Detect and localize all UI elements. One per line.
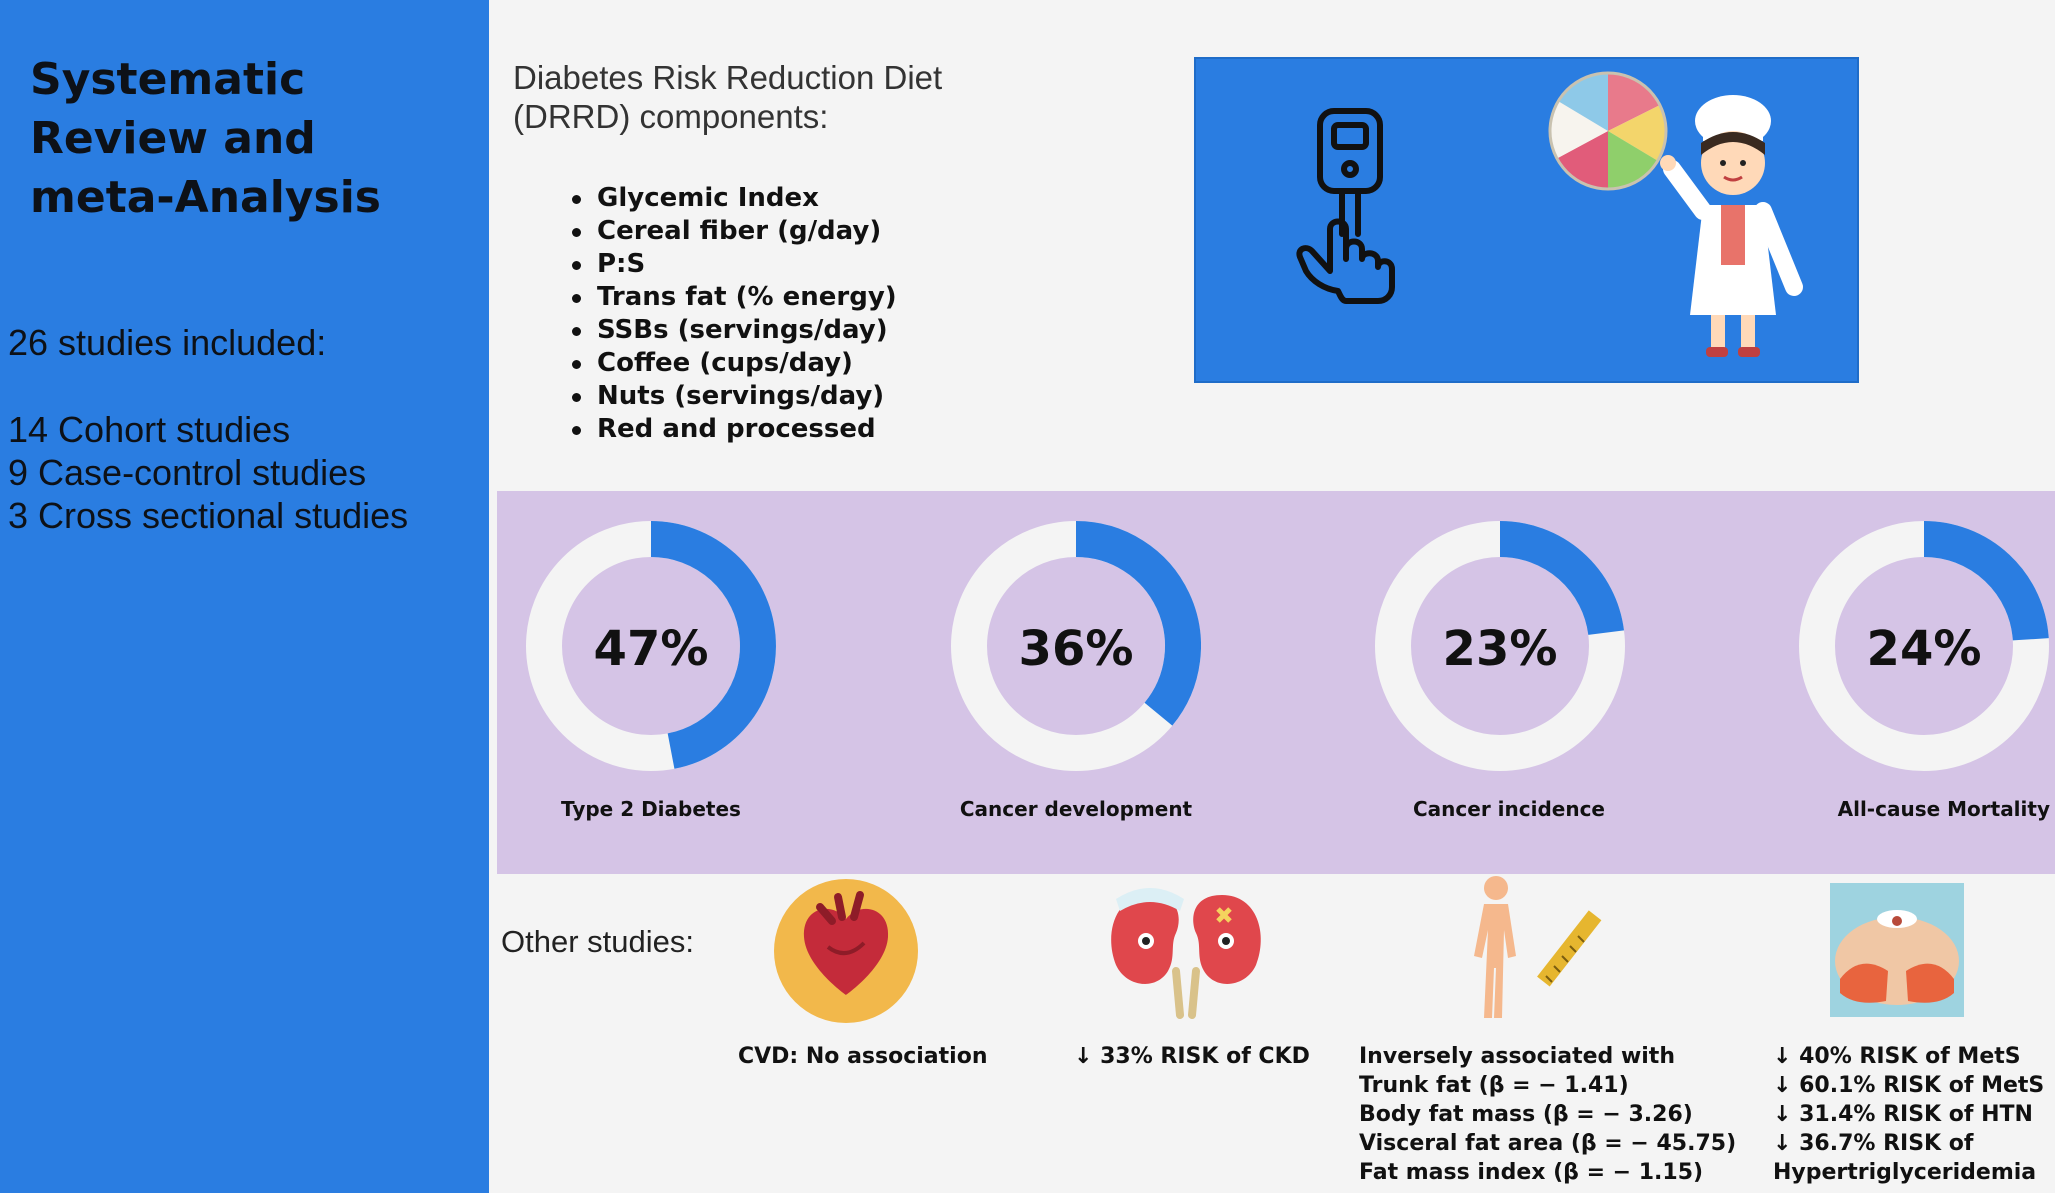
outcome-label: Cancer development [959, 797, 1193, 821]
study-types-list: 14 Cohort studies 9 Case-control studies… [8, 408, 408, 537]
drrd-component-item: Nuts (servings/day) [572, 380, 897, 413]
sidebar-title: Systematic Review and meta-Analysis [30, 54, 381, 223]
body-measure-icon [1458, 872, 1608, 1022]
kidney-icon [1100, 875, 1272, 1020]
body-composition-line: Body fat mass (β = − 3.26) [1359, 1102, 1693, 1127]
donut-value: 23% [1442, 621, 1558, 677]
study-type-item: 9 Case-control studies [8, 452, 367, 493]
donut-arc [1923, 521, 2049, 641]
body-composition-line: Trunk fat (β = − 1.41) [1359, 1073, 1629, 1098]
donut-ring [951, 521, 1201, 771]
outcome-label: Cancer incidence [1412, 797, 1605, 821]
glucose-meter-icon [1296, 108, 1395, 304]
studies-count: 26 studies included: [8, 322, 327, 363]
mets-line: ↓ 40% RISK of MetS [1773, 1044, 2021, 1069]
donut-ring [526, 521, 776, 771]
body-composition-line: Inversely associated with [1359, 1044, 1675, 1069]
donut-chart-cancer-development: 36% [951, 521, 1201, 771]
diet-illustration [1194, 57, 1859, 383]
drrd-heading: Diabetes Risk Reduction Diet (DRRD) comp… [513, 59, 943, 135]
outcomes-band: 47% Type 2 Diabetes 36% Cancer developme… [497, 491, 2055, 874]
donut-ring [1799, 521, 2049, 771]
cvd-finding: CVD: No association [738, 1044, 988, 1069]
drrd-component-item: SSBs (servings/day) [572, 314, 897, 347]
donut-chart-all-cause-mortality: 24% [1799, 521, 2049, 771]
other-studies-heading: Other studies: [501, 924, 694, 959]
drrd-component-item: P:S [572, 248, 897, 281]
donut-arc [1075, 521, 1201, 726]
mets-line: ↓ 31.4% RISK of HTN [1773, 1102, 2033, 1127]
body-composition-line: Fat mass index (β = − 1.15) [1359, 1160, 1704, 1185]
sidebar: Systematic Review and meta-Analysis 26 s… [0, 0, 489, 1193]
study-type-item: 3 Cross sectional studies [8, 495, 409, 536]
drrd-component-item: Red and processed [572, 413, 897, 446]
mets-line: ↓ 60.1% RISK of MetS [1773, 1073, 2045, 1098]
donut-arc [1499, 521, 1625, 636]
outcome-label: All-cause Mortality [1837, 797, 2050, 821]
donut-value: 24% [1866, 621, 1982, 677]
donut-ring [1375, 521, 1625, 771]
mets-findings: ↓ 40% RISK of MetS ↓ 60.1% RISK of MetS … [1773, 1042, 2044, 1187]
heart-icon [772, 877, 920, 1025]
drrd-components-list: Glycemic Index Cereal fiber (g/day) P:S … [572, 182, 897, 446]
body-composition-line: Visceral fat area (β = − 45.75) [1359, 1131, 1737, 1156]
ckd-finding: ↓ 33% RISK of CKD [1074, 1044, 1310, 1069]
mets-line: ↓ 36.7% RISK of [1773, 1131, 1974, 1156]
donut-value: 36% [1018, 621, 1134, 677]
study-type-item: 14 Cohort studies [8, 409, 291, 450]
mets-line: Hypertriglyceridemia [1773, 1160, 2037, 1185]
drrd-component-item: Coffee (cups/day) [572, 347, 897, 380]
drrd-component-item: Cereal fiber (g/day) [572, 215, 897, 248]
donut-chart-cancer-incidence: 23% [1375, 521, 1625, 771]
donut-arc [650, 521, 776, 769]
nutritionist-icon [1660, 95, 1803, 357]
body-composition-findings: Inversely associated with Trunk fat (β =… [1359, 1042, 1736, 1187]
food-plate-icon [1548, 71, 1668, 191]
donut-value: 47% [593, 621, 709, 677]
outcome-label: Type 2 Diabetes [561, 797, 741, 821]
drrd-component-item: Trans fat (% energy) [572, 281, 897, 314]
donut-chart-type-2-diabetes: 47% [526, 521, 776, 771]
drrd-component-item: Glycemic Index [572, 182, 897, 215]
metabolic-syndrome-icon [1830, 883, 1964, 1017]
